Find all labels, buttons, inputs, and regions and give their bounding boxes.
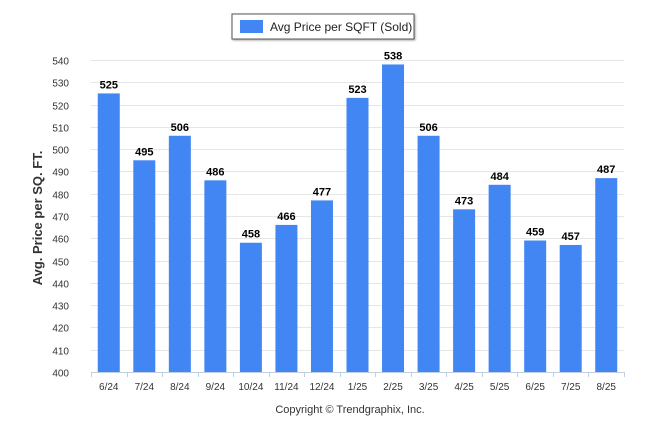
- x-tick-label: 6/25: [525, 382, 545, 393]
- legend-swatch: [240, 20, 263, 33]
- legend-label: Avg Price per SQFT (Sold): [270, 20, 412, 34]
- data-label: 459: [526, 227, 544, 239]
- bar[interactable]: [524, 240, 547, 372]
- legend[interactable]: Avg Price per SQFT (Sold): [231, 13, 415, 40]
- y-tick-label: 530: [52, 79, 69, 90]
- bar[interactable]: [559, 244, 582, 372]
- x-tick-label: 4/25: [454, 382, 474, 393]
- y-tick-label: 510: [52, 124, 69, 135]
- bar[interactable]: [239, 242, 262, 372]
- y-tick-label: 410: [52, 347, 69, 358]
- bar[interactable]: [133, 160, 156, 372]
- data-label: 466: [277, 211, 295, 223]
- data-label: 538: [384, 50, 402, 62]
- x-tick-label: 3/25: [419, 382, 439, 393]
- x-tick-label: 9/24: [206, 382, 226, 393]
- data-label: 473: [455, 195, 473, 207]
- bar[interactable]: [168, 135, 191, 372]
- bar[interactable]: [204, 180, 227, 372]
- x-tick-label: 8/24: [170, 382, 190, 393]
- data-label: 487: [597, 164, 615, 176]
- bar[interactable]: [382, 64, 405, 372]
- data-label: 495: [135, 146, 153, 158]
- y-tick-label: 470: [52, 213, 69, 224]
- x-tick-label: 5/25: [490, 382, 510, 393]
- y-tick-label: 490: [52, 168, 69, 179]
- bar[interactable]: [488, 184, 511, 372]
- x-tick-label: 8/25: [596, 382, 616, 393]
- x-axis-ticks: 6/24 7/24 8/24 9/24 10/24 11/24 12/24 1/25 2/25 3…: [91, 372, 625, 393]
- y-tick-label: 540: [52, 57, 69, 68]
- data-label: 506: [419, 122, 437, 134]
- y-tick-label: 480: [52, 191, 69, 202]
- bar[interactable]: [346, 97, 369, 372]
- x-tick-label: 1/25: [348, 382, 368, 393]
- bar[interactable]: [595, 178, 618, 372]
- data-label: 506: [171, 122, 189, 134]
- y-tick-label: 500: [52, 146, 69, 157]
- y-tick-label: 450: [52, 258, 69, 269]
- data-label: 523: [348, 84, 366, 96]
- bar[interactable]: [275, 224, 298, 372]
- y-tick-label: 420: [52, 324, 69, 335]
- bar[interactable]: [97, 93, 120, 372]
- x-tick-label: 12/24: [309, 382, 334, 393]
- y-tick-label: 400: [52, 369, 69, 380]
- bar[interactable]: [453, 209, 476, 372]
- data-label: 525: [100, 79, 118, 91]
- x-tick-label: 7/24: [135, 382, 155, 393]
- y-tick-label: 520: [52, 102, 69, 113]
- bar[interactable]: [310, 200, 333, 372]
- value-labels: 525 495 506 486 458 466 477 523 538 506 473 484 459 4…: [100, 50, 616, 243]
- x-tick-label: 11/24: [274, 382, 299, 393]
- copyright-footer: Copyright © Trendgraphix, Inc.: [275, 404, 424, 416]
- y-tick-label: 460: [52, 235, 69, 246]
- y-axis-ticks: 400 410 420 430 440 450 460 470 480 490 500 510 520 5…: [52, 57, 69, 380]
- bar[interactable]: [417, 135, 440, 372]
- data-label: 484: [490, 171, 509, 183]
- x-tick-label: 10/24: [238, 382, 263, 393]
- data-label: 477: [313, 186, 331, 198]
- y-tick-label: 440: [52, 280, 69, 291]
- y-axis-label: Avg. Price per SQ. FT.: [30, 151, 45, 286]
- data-label: 486: [206, 166, 224, 178]
- x-tick-label: 7/25: [561, 382, 581, 393]
- x-tick-label: 2/25: [383, 382, 403, 393]
- data-label: 457: [562, 231, 580, 243]
- data-label: 458: [242, 229, 260, 241]
- bars: [97, 64, 618, 372]
- x-tick-label: 6/24: [99, 382, 119, 393]
- y-tick-label: 430: [52, 302, 69, 313]
